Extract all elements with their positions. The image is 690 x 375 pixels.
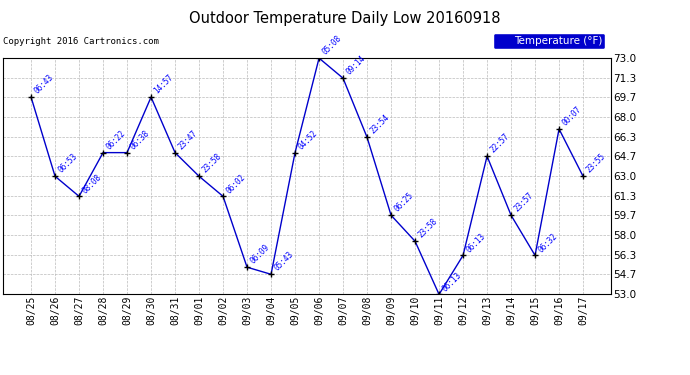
Text: 09:14: 09:14 xyxy=(344,54,367,77)
Text: 06:13: 06:13 xyxy=(440,270,463,293)
Text: 23:55: 23:55 xyxy=(584,152,607,175)
Text: 05:43: 05:43 xyxy=(273,250,295,273)
Text: 06:13: 06:13 xyxy=(464,231,487,254)
Text: 08:08: 08:08 xyxy=(81,172,103,195)
Text: 23:58: 23:58 xyxy=(200,152,223,175)
Text: 06:02: 06:02 xyxy=(224,172,247,195)
Text: 14:57: 14:57 xyxy=(152,73,175,96)
Text: 06:38: 06:38 xyxy=(128,129,151,151)
Text: 23:58: 23:58 xyxy=(417,217,439,240)
Text: Outdoor Temperature Daily Low 20160918: Outdoor Temperature Daily Low 20160918 xyxy=(189,11,501,26)
Text: 22:57: 22:57 xyxy=(489,132,511,155)
Text: 06:53: 06:53 xyxy=(57,152,79,175)
Text: 23:47: 23:47 xyxy=(177,129,199,151)
Text: 00:07: 00:07 xyxy=(560,105,583,128)
Text: 04:52: 04:52 xyxy=(297,129,319,151)
Text: 05:08: 05:08 xyxy=(320,34,343,57)
Text: 06:43: 06:43 xyxy=(32,73,55,96)
Text: 06:22: 06:22 xyxy=(104,129,127,151)
Text: 23:57: 23:57 xyxy=(513,191,535,214)
Text: 23:54: 23:54 xyxy=(368,113,391,136)
Text: 06:25: 06:25 xyxy=(393,191,415,214)
Legend: Temperature (°F): Temperature (°F) xyxy=(493,33,605,49)
Text: Copyright 2016 Cartronics.com: Copyright 2016 Cartronics.com xyxy=(3,38,159,46)
Text: 06:32: 06:32 xyxy=(536,231,559,254)
Text: 06:09: 06:09 xyxy=(248,243,271,266)
